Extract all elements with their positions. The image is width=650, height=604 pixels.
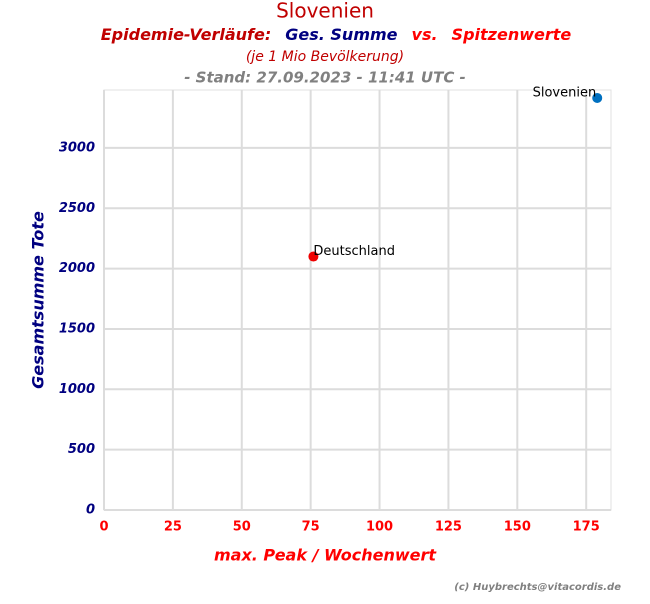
x-axis-label: max. Peak / Wochenwert <box>214 546 437 565</box>
x-tick-label: 50 <box>233 520 251 535</box>
y-tick-label: 0 <box>86 503 95 518</box>
plot-frame <box>103 89 612 511</box>
y-tick-label: 500 <box>68 442 95 457</box>
y-tick-label: 1000 <box>59 382 95 397</box>
point-label: Deutschland <box>313 244 395 259</box>
credit: (c) Huybrechts@vitacordis.de <box>454 582 621 593</box>
subtitle-part: vs. <box>412 25 438 44</box>
subtitle-part: Ges. Summe <box>285 25 397 44</box>
chart-subtitle: Epidemie-Verläufe: Ges. Summe vs. Spitzenwe… <box>101 25 572 44</box>
subtitle-part: Epidemie-Verläufe: <box>101 25 272 44</box>
x-tick-label: 150 <box>504 520 531 535</box>
y-tick-label: 2500 <box>59 201 95 216</box>
subtitle-part: Spitzenwerte <box>452 25 572 44</box>
x-tick-label: 125 <box>435 520 462 535</box>
y-tick-label: 3000 <box>59 140 95 155</box>
point <box>308 251 319 262</box>
x-tick-label: 175 <box>573 520 600 535</box>
y-tick-label: 2000 <box>59 261 95 276</box>
x-tick-label: 0 <box>99 520 108 535</box>
x-tick-label: 100 <box>366 520 393 535</box>
point-label: Slovenien <box>533 85 597 100</box>
y-axis-label: Gesamtsumme Tote <box>29 211 48 389</box>
y-tick-label: 1500 <box>59 321 95 336</box>
chart-stand: - Stand: 27.09.2023 - 11:41 UTC - <box>184 69 466 87</box>
x-tick-label: 25 <box>164 520 182 535</box>
point <box>592 92 603 103</box>
chart-title: Slovenien <box>276 0 374 23</box>
chart-note: (je 1 Mio Bevölkerung) <box>246 49 404 65</box>
x-tick-label: 75 <box>302 520 320 535</box>
